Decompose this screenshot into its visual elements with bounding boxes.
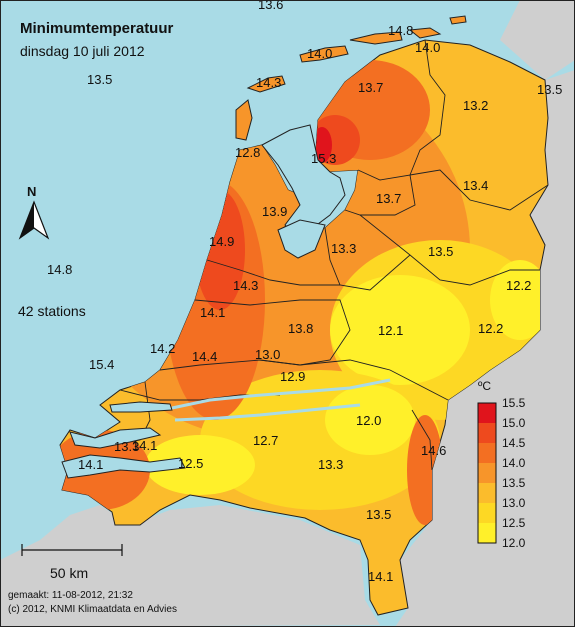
station-value: 14.3 <box>256 75 281 90</box>
station-value: 12.9 <box>280 369 305 384</box>
station-value: 13.6 <box>258 0 283 12</box>
station-value: 14.3 <box>233 278 258 293</box>
legend-swatch <box>478 463 496 483</box>
station-value: 14.0 <box>415 40 440 55</box>
station-value: 13.5 <box>87 72 112 87</box>
station-value: 13.3 <box>331 241 356 256</box>
station-value: 14.0 <box>307 46 332 61</box>
legend-tick: 13.5 <box>502 476 526 490</box>
legend-tick: 12.0 <box>502 536 526 550</box>
legend-swatch <box>478 423 496 443</box>
station-value: 14.8 <box>388 23 413 38</box>
station-value: 13.7 <box>358 80 383 95</box>
station-value: 14.8 <box>47 262 72 277</box>
legend-unit: ºC <box>478 379 491 393</box>
legend-tick: 13.0 <box>502 496 526 510</box>
zone-12.5-southwest <box>145 435 255 495</box>
station-value: 13.9 <box>262 204 287 219</box>
zone-12.5-east <box>330 275 470 385</box>
map-title: Minimumtemperatuur <box>20 20 174 37</box>
legend-swatch <box>478 443 496 463</box>
legend-tick: 15.5 <box>502 396 526 410</box>
scale-label: 50 km <box>50 565 88 581</box>
station-value: 14.4 <box>192 349 217 364</box>
legend-swatch <box>478 403 496 423</box>
scale-bar <box>21 544 123 556</box>
foreign-land-east <box>395 70 575 627</box>
legend-swatch <box>478 503 496 523</box>
station-count: 42 stations <box>18 303 86 319</box>
station-value: 13.4 <box>463 178 488 193</box>
zone-12.5-south <box>325 385 415 455</box>
station-values: 13.614.814.0 14.013.514.3 13.713.513.212.8… <box>47 0 562 584</box>
station-value: 13.2 <box>463 98 488 113</box>
western-scheldt <box>61 454 186 479</box>
wadden-islands <box>235 15 467 141</box>
station-value: 12.2 <box>506 278 531 293</box>
station-value: 14.1 <box>368 569 393 584</box>
legend-tick: 15.0 <box>502 416 526 430</box>
haringvliet <box>109 401 173 413</box>
station-value: 15.3 <box>311 151 336 166</box>
legend-swatch <box>478 483 496 503</box>
station-value: 14.6 <box>421 443 446 458</box>
station-value: 14.9 <box>209 234 234 249</box>
station-value: 13.3 <box>114 439 139 454</box>
station-value: 13.0 <box>255 347 280 362</box>
station-value: 12.8 <box>235 145 260 160</box>
station-value: 12.7 <box>253 433 278 448</box>
station-value: 15.4 <box>89 357 114 372</box>
station-value: 14.1 <box>200 305 225 320</box>
foreign-land <box>0 505 380 627</box>
station-value: 13.5 <box>366 507 391 522</box>
map-date: dinsdag 10 juli 2012 <box>20 43 145 59</box>
legend-tick: 14.5 <box>502 436 526 450</box>
station-value: 13.5 <box>428 244 453 259</box>
station-value: 12.2 <box>478 321 503 336</box>
station-value: 14.1 <box>78 457 103 472</box>
north-label: N <box>27 184 36 199</box>
station-value: 12.1 <box>378 323 403 338</box>
legend-swatch <box>478 523 496 543</box>
station-value: 13.7 <box>376 191 401 206</box>
legend-tick: 14.0 <box>502 456 526 470</box>
station-value: 13.3 <box>318 457 343 472</box>
station-value: 13.5 <box>537 82 562 97</box>
rivers <box>171 378 391 422</box>
station-value: 14.1 <box>132 438 157 453</box>
station-value: 12.0 <box>356 413 381 428</box>
foreign-land-germany-north <box>500 0 575 80</box>
legend: ºC 15.5 15.0 14.5 14.0 13.5 13.0 12.5 12.0 <box>477 379 526 550</box>
footer-copyright: (c) 2012, KNMI Klimaatdata en Advies <box>8 604 177 615</box>
north-arrow: N <box>18 184 50 240</box>
zone-12.5-twente <box>490 260 548 340</box>
station-value: 13.8 <box>288 321 313 336</box>
legend-tick: 12.5 <box>502 516 526 530</box>
ijsselmeer <box>261 124 346 236</box>
station-value: 14.2 <box>150 341 175 356</box>
eastern-scheldt <box>69 427 162 449</box>
markermeer <box>277 219 326 259</box>
footer-made: gemaakt: 11-08-2012, 21:32 <box>8 590 133 601</box>
station-value: 12.5 <box>178 456 203 471</box>
legend-frame <box>477 402 497 544</box>
